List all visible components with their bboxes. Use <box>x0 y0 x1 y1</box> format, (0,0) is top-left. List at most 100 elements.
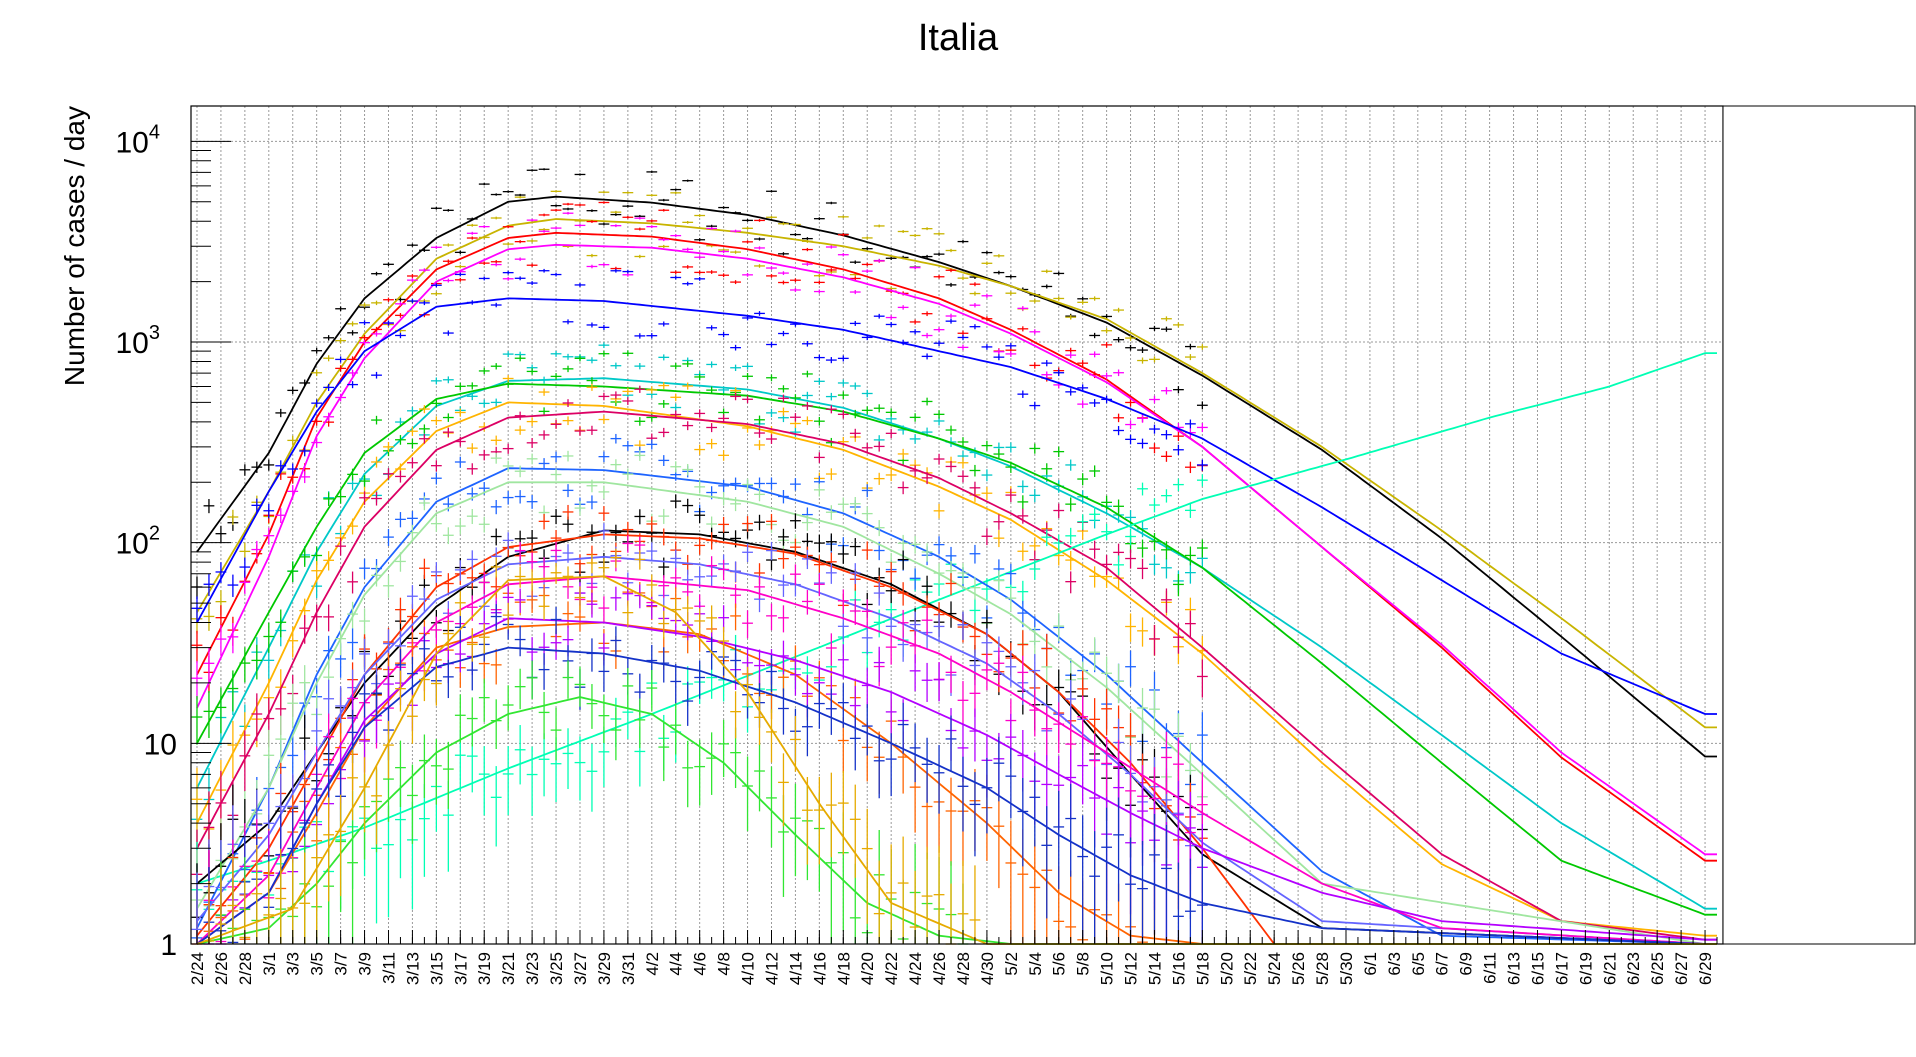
x-tick-label: 3/13 <box>403 952 422 985</box>
x-tick-label: 2/26 <box>212 952 231 985</box>
x-tick-label: 5/18 <box>1193 952 1212 985</box>
legend-panel <box>1722 105 1916 945</box>
series <box>191 190 1717 729</box>
x-tick-label: 5/24 <box>1265 952 1284 985</box>
x-tick-label: 5/10 <box>1098 952 1117 985</box>
x-tick-label: 4/6 <box>691 952 710 976</box>
series <box>191 385 1717 944</box>
x-tick-label: 5/16 <box>1169 952 1188 985</box>
y-tick-base: 1 <box>160 929 177 962</box>
x-tick-label: 6/19 <box>1576 952 1595 985</box>
y-tick-base: 10 <box>116 327 149 360</box>
x-tick-label: 5/4 <box>1026 952 1045 976</box>
y-tick-label: 10 <box>144 728 177 761</box>
x-tick-label: 4/26 <box>930 952 949 985</box>
x-tick-label: 3/9 <box>356 952 375 976</box>
x-tick-label: 5/20 <box>1217 952 1236 985</box>
series <box>191 201 1717 862</box>
series <box>196 604 1717 945</box>
x-tick-label: 6/21 <box>1600 952 1619 985</box>
x-tick-label: 6/7 <box>1433 952 1452 976</box>
y-tick-base: 10 <box>116 528 149 561</box>
fit-line <box>196 243 1717 856</box>
x-tick-label: 3/29 <box>595 952 614 985</box>
x-tick-label: 2/28 <box>236 952 255 985</box>
fit-line <box>196 352 1717 885</box>
fit-line <box>196 382 1717 916</box>
fit-line <box>196 231 1717 862</box>
x-tick-label: 2/24 <box>188 952 207 985</box>
series <box>191 350 1717 916</box>
x-tick-label: 3/31 <box>619 952 638 985</box>
x-tick-label: 6/25 <box>1648 952 1667 985</box>
x-tick-label: 4/22 <box>882 952 901 985</box>
series <box>191 211 1717 856</box>
x-tick-label: 3/21 <box>499 952 518 985</box>
y-tick-label: 102 <box>116 523 161 561</box>
x-tick-label: 4/18 <box>834 952 853 985</box>
fit-line <box>196 297 1717 715</box>
x-tick-label: 4/4 <box>667 952 686 976</box>
x-tick-label: 3/5 <box>308 952 327 976</box>
x-tick-label: 3/3 <box>284 952 303 976</box>
x-tick-label: 6/15 <box>1528 952 1547 985</box>
x-tick-label: 6/9 <box>1457 952 1476 976</box>
y-axis-label: Number of cases / day <box>59 106 90 386</box>
x-tick-label: 6/11 <box>1481 952 1500 984</box>
x-tick-label: 4/14 <box>786 952 805 985</box>
x-tick-label: 5/12 <box>1122 952 1141 985</box>
x-tick-label: 4/30 <box>978 952 997 985</box>
chart-title: Italia <box>918 17 999 59</box>
x-tick-label: 3/27 <box>571 952 590 985</box>
x-tick-label: 3/7 <box>332 952 351 976</box>
x-tick-label: 4/10 <box>739 952 758 985</box>
x-tick-label: 4/12 <box>762 952 781 985</box>
x-tick-label: 3/11 <box>379 952 398 984</box>
fit-line <box>196 481 1717 945</box>
x-tick-label: 5/2 <box>1002 952 1021 976</box>
x-tick-label: 3/19 <box>475 952 494 985</box>
fit-line <box>196 646 1717 945</box>
x-tick-label: 3/25 <box>547 952 566 985</box>
x-tick-label: 5/22 <box>1241 952 1260 985</box>
fit-line <box>196 410 1717 941</box>
x-tick-label: 5/30 <box>1337 952 1356 985</box>
series <box>191 268 1717 715</box>
x-tick-label: 6/27 <box>1672 952 1691 985</box>
x-tick-label: 6/1 <box>1361 952 1380 976</box>
y-tick-base: 10 <box>116 126 149 159</box>
axes: 2/24 2/26 2/28 3/1 3/3 3/5 3/7 3/9 3/11 3/13 3/15 3… <box>116 105 1916 985</box>
x-tick-label: 5/8 <box>1074 952 1093 976</box>
x-tick-label: 6/13 <box>1505 952 1524 985</box>
series <box>191 450 1717 945</box>
x-tick-label: 3/15 <box>427 952 446 985</box>
fit-line <box>196 467 1717 945</box>
series <box>191 433 1717 945</box>
series <box>191 375 1717 937</box>
x-tick-label: 6/23 <box>1624 952 1643 985</box>
x-tick-label: 4/20 <box>858 952 877 985</box>
x-tick-label: 6/17 <box>1552 952 1571 985</box>
fit-line <box>196 195 1717 758</box>
x-tick-label: 3/17 <box>451 952 470 985</box>
y-tick-base: 10 <box>144 728 177 761</box>
x-tick-label: 5/14 <box>1145 952 1164 985</box>
x-tick-label: 4/16 <box>810 952 829 985</box>
x-tick-label: 5/28 <box>1313 952 1332 985</box>
x-tick-label: 6/29 <box>1696 952 1715 985</box>
x-tick-label: 5/26 <box>1289 952 1308 985</box>
x-tick-label: 5/6 <box>1050 952 1069 976</box>
fit-line <box>196 218 1717 729</box>
fit-line <box>196 617 1717 945</box>
series <box>191 342 1717 910</box>
x-tick-label: 3/1 <box>260 952 279 976</box>
y-tick-exponent: 3 <box>149 322 160 344</box>
y-tick-label: 103 <box>116 322 161 360</box>
y-tick-label: 1 <box>160 929 177 962</box>
x-tick-label: 3/23 <box>523 952 542 985</box>
x-tick-label: 4/2 <box>643 952 662 976</box>
series-group <box>191 168 1717 945</box>
y-tick-exponent: 4 <box>149 121 160 143</box>
